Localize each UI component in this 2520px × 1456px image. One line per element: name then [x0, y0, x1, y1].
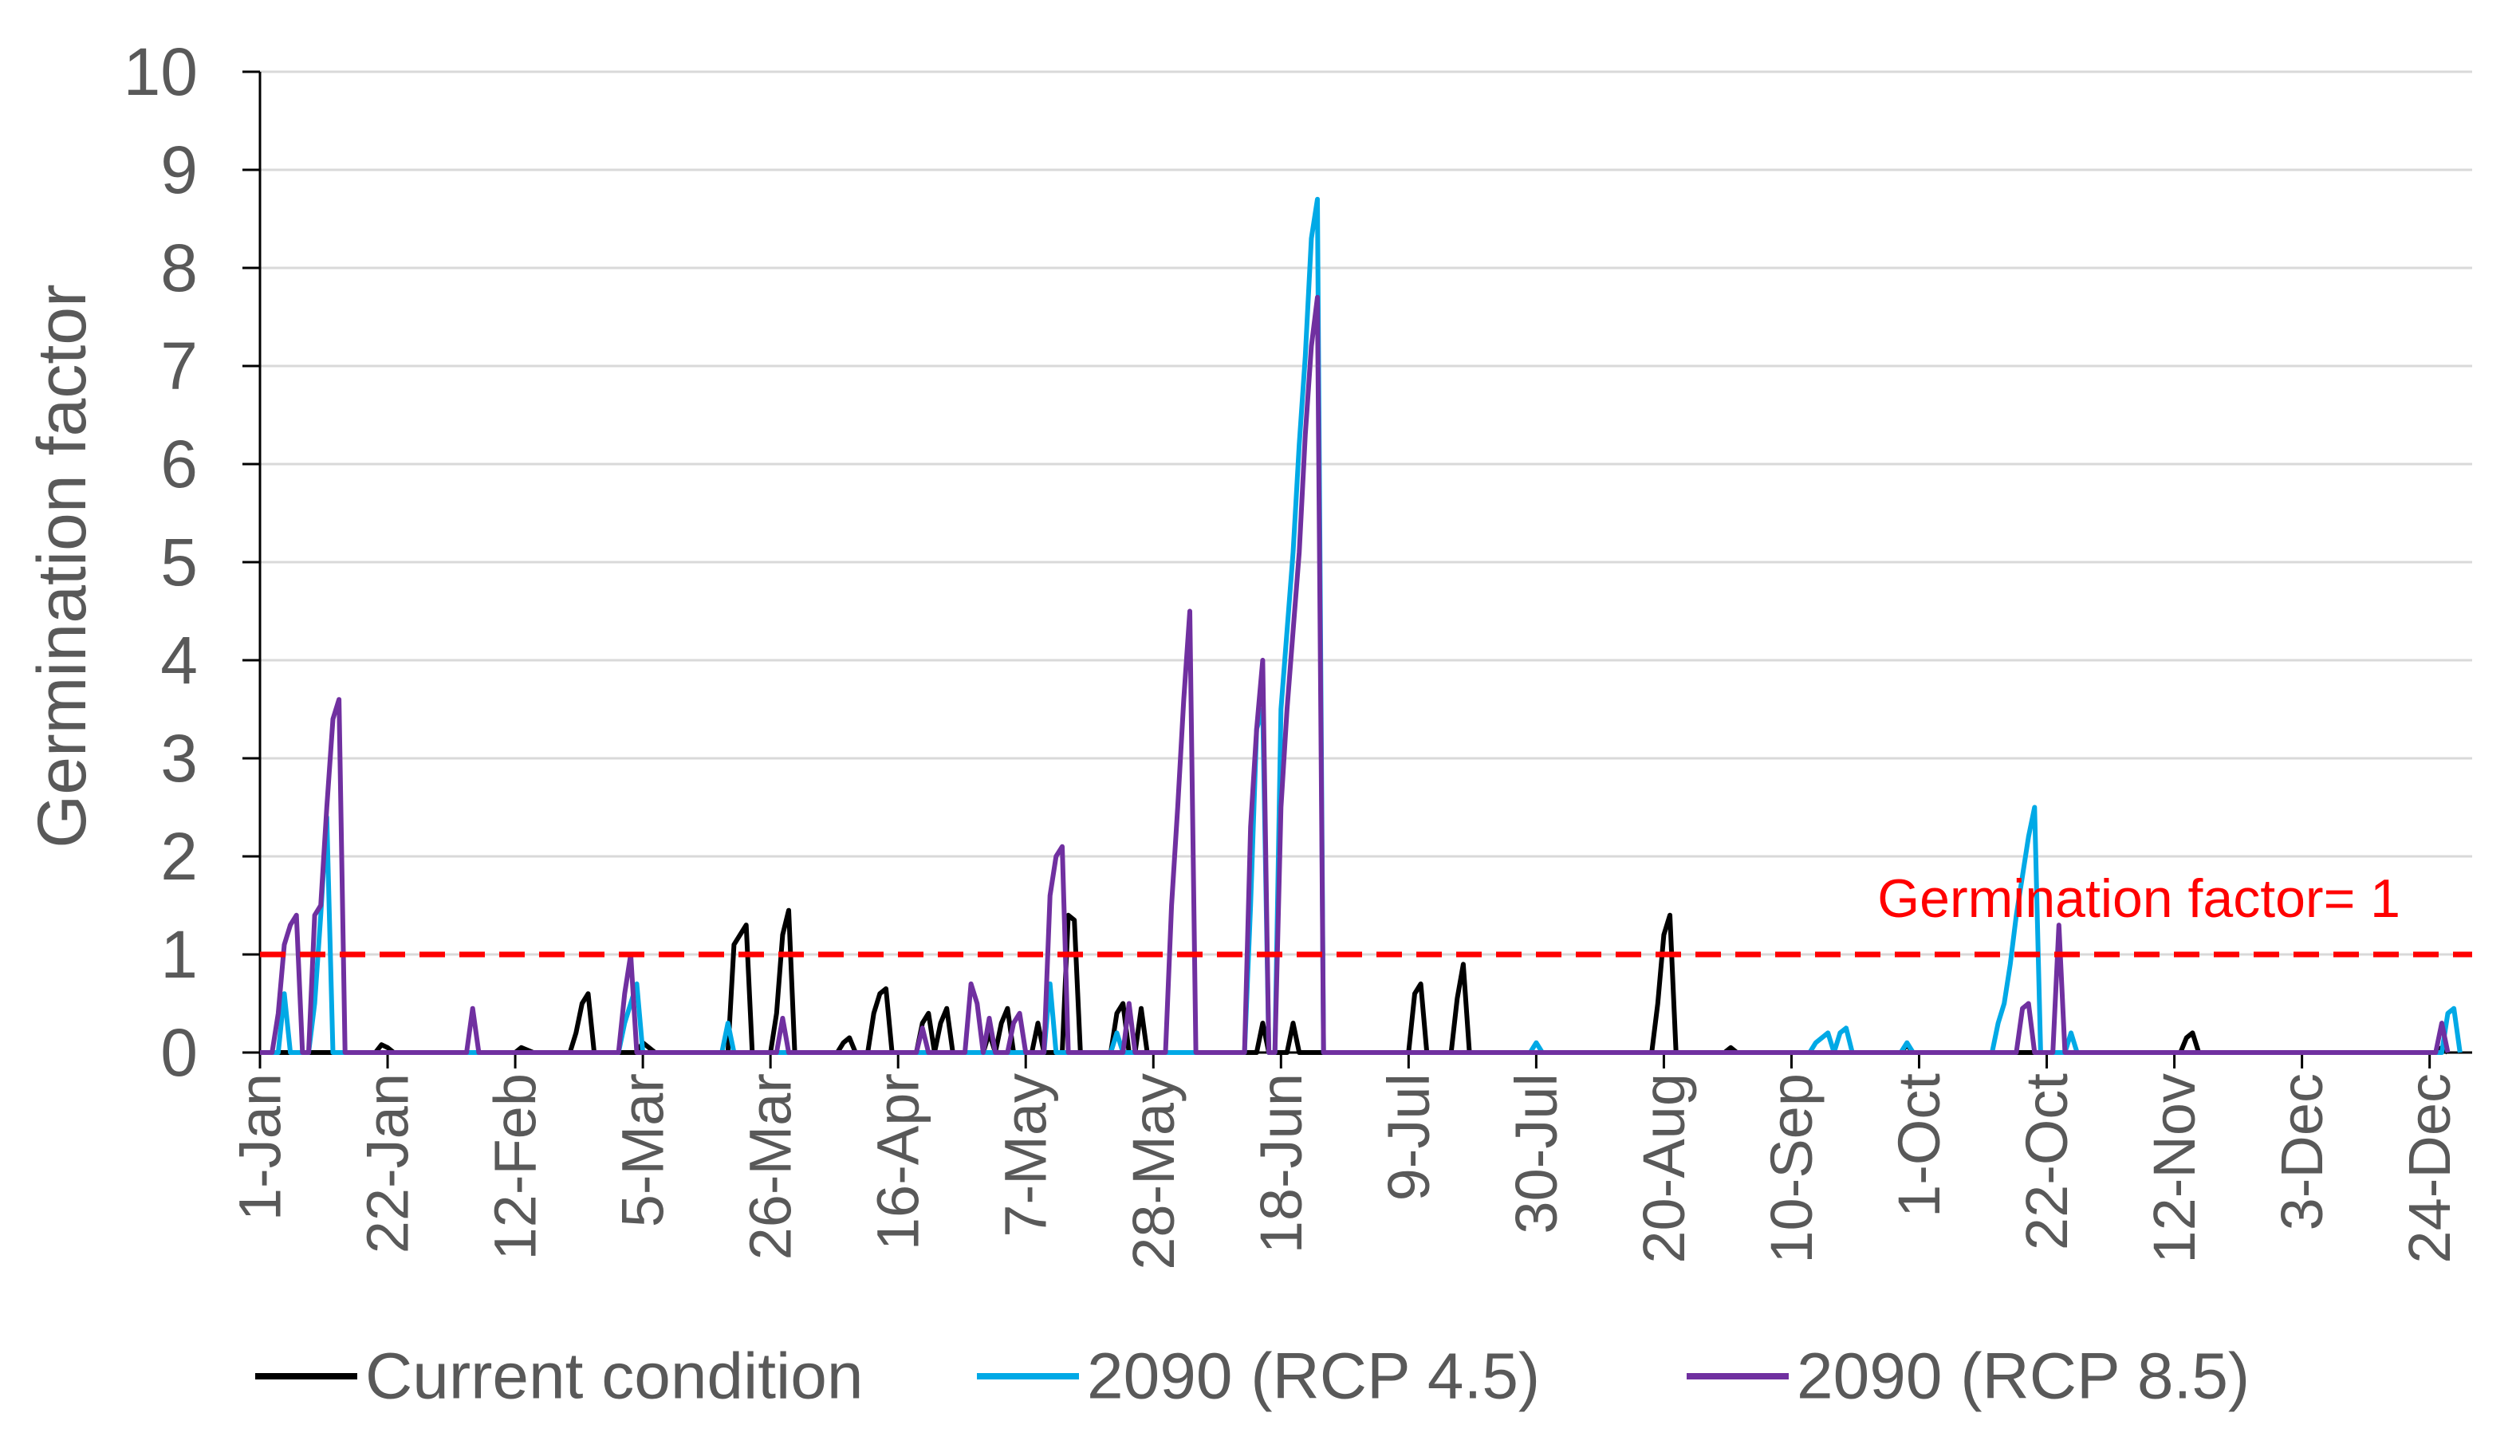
series-line-1 [260, 907, 2450, 1055]
reference-line-group: Germination factor= 1 [260, 868, 2472, 958]
x-tick-label: 24-Dec [2396, 1073, 2463, 1264]
x-tick-label: 10-Sep [1758, 1073, 1825, 1264]
y-tick-label: 7 [160, 329, 198, 403]
x-tick-label: 1-Oct [1886, 1073, 1952, 1218]
y-axis-label: Germination factor [24, 284, 100, 848]
x-tick-label: 12-Feb [482, 1073, 549, 1260]
y-tick-labels: 0 1 2 3 4 5 6 7 8 9 10 [124, 34, 198, 1090]
x-tick-label: 3-Dec [2269, 1073, 2335, 1230]
x-tick-label: 18-Jun [1248, 1073, 1314, 1253]
y-tick-label: 5 [160, 525, 198, 600]
x-tick-label: 20-Aug [1631, 1073, 1697, 1264]
legend-label-1: Current condition [365, 1340, 863, 1413]
x-tick-labels: 1-Jan 22-Jan 12-Feb 5-Mar 26-Mar 16-Apr 7-May 2… [227, 1073, 2463, 1270]
x-tick-label: 7-May [993, 1073, 1059, 1238]
x-tick-label: 5-Mar [610, 1073, 676, 1227]
legend-label-3: 2090 (RCP 8.5) [1797, 1340, 2250, 1413]
series-line-3 [260, 294, 2451, 1055]
y-tick-label: 9 [160, 132, 198, 207]
x-tick-label: 1-Jan [227, 1073, 293, 1221]
y-tick-label: 0 [160, 1015, 198, 1090]
y-tick-label: 1 [160, 917, 198, 992]
series-lines [260, 196, 2463, 1055]
x-tick-label: 28-May [1120, 1073, 1187, 1270]
x-tick-label: 9-Jul [1376, 1073, 1442, 1201]
y-tick-label: 8 [160, 230, 198, 305]
y-tick-label: 6 [160, 427, 198, 502]
legend: Current condition 2090 (RCP 4.5) 2090 (RCP… [255, 1340, 2250, 1413]
x-tick-label: 22-Oct [2014, 1073, 2080, 1251]
x-tick-label: 26-Mar [738, 1073, 804, 1260]
x-tick-label: 12-Nov [2141, 1073, 2207, 1264]
x-tick-label: 16-Apr [865, 1073, 931, 1250]
y-tick-label: 3 [160, 721, 198, 796]
legend-label-2: 2090 (RCP 4.5) [1087, 1340, 1540, 1413]
gridlines [260, 70, 2472, 956]
x-tick-label: 30-Jul [1503, 1073, 1569, 1234]
x-tick-label: 22-Jan [355, 1073, 421, 1253]
reference-line-label: Germination factor= 1 [1877, 868, 2400, 929]
y-tick-label: 4 [160, 623, 198, 698]
y-tick-label: 10 [124, 34, 198, 109]
series-line-2 [260, 196, 2463, 1055]
y-tick-label: 2 [160, 819, 198, 894]
